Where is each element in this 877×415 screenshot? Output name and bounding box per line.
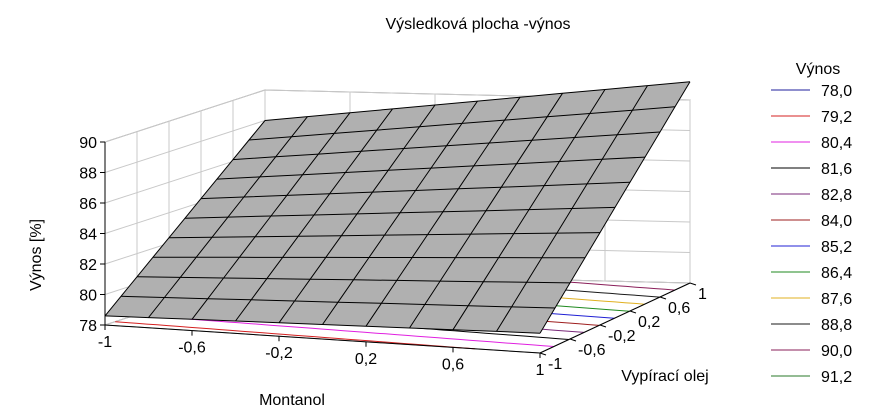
y-tick-label: 0,6 bbox=[668, 300, 690, 317]
y-tick-label: -0,2 bbox=[608, 328, 636, 345]
box-edge bbox=[539, 282, 691, 354]
x-axis-label: Montanol bbox=[259, 392, 325, 409]
y-tick-mark bbox=[599, 324, 607, 328]
legend-label: 91,2 bbox=[821, 369, 852, 386]
z-tick-label: 80 bbox=[79, 288, 97, 305]
mesh-line bbox=[264, 81, 691, 121]
y-tick-mark bbox=[659, 296, 667, 300]
mesh-line bbox=[539, 81, 691, 334]
legend-label: 81,6 bbox=[821, 161, 852, 178]
y-tick-label: 0,2 bbox=[638, 314, 660, 331]
y-tick-mark bbox=[539, 352, 547, 356]
y-tick-label: 1 bbox=[698, 286, 707, 303]
box-edge bbox=[104, 324, 541, 354]
legend-label: 88,8 bbox=[821, 317, 852, 334]
x-tick-label: 0,2 bbox=[355, 351, 377, 368]
legend-label: 85,2 bbox=[821, 239, 852, 256]
legend-label: 82,8 bbox=[821, 187, 852, 204]
legend-title: Výnos bbox=[796, 61, 840, 78]
mesh-line bbox=[184, 206, 616, 219]
mesh-line bbox=[248, 106, 676, 141]
legend-label: 84,0 bbox=[821, 213, 852, 230]
z-tick-label: 82 bbox=[79, 257, 97, 274]
x-tick-label: 1 bbox=[536, 362, 545, 379]
response-surface bbox=[104, 81, 691, 334]
x-tick-label: -1 bbox=[98, 334, 112, 351]
x-tick-label: -0,6 bbox=[178, 340, 206, 357]
x-tick-label: 0,6 bbox=[442, 356, 464, 373]
legend-label: 90,0 bbox=[821, 343, 852, 360]
surface-fill bbox=[105, 81, 690, 334]
mesh-line bbox=[409, 93, 563, 329]
chart-title: Výsledková plocha -výnos bbox=[386, 16, 571, 33]
x-axis-ticks: -1 -0,6 -0,2 0,2 0,6 1 bbox=[98, 325, 545, 379]
y-tick-label: -1 bbox=[548, 356, 562, 373]
mesh-line bbox=[200, 181, 631, 200]
legend: Výnos 78,0 79,2 80,4 81,6 82,8 84,0 85,2 86,4 87… bbox=[771, 61, 852, 386]
mesh-line bbox=[216, 156, 646, 180]
y-tick-label: -0,6 bbox=[578, 342, 606, 359]
legend-label: 80,4 bbox=[821, 135, 852, 152]
x-tick-label: -0,2 bbox=[265, 345, 293, 362]
mesh-line bbox=[496, 85, 648, 332]
legend-label: 87,6 bbox=[821, 291, 852, 308]
y-axis-label: Vypírací olej bbox=[621, 368, 708, 385]
mesh-line bbox=[365, 96, 521, 327]
mesh-line bbox=[232, 131, 661, 161]
z-tick-label: 90 bbox=[79, 135, 97, 152]
legend-label: 86,4 bbox=[821, 265, 852, 282]
contour-line bbox=[115, 321, 475, 350]
z-tick-label: 84 bbox=[79, 227, 97, 244]
y-tick-mark bbox=[569, 338, 577, 342]
mesh-line bbox=[452, 89, 606, 330]
z-axis-label: Výnos [%] bbox=[28, 219, 45, 291]
z-tick-label: 88 bbox=[79, 166, 97, 183]
z-axis-ticks: 78 80 82 84 86 88 90 bbox=[79, 135, 105, 335]
y-axis-ticks: -1 -0,6-0,20,2 0,6 1 bbox=[539, 282, 707, 373]
z-tick-label: 86 bbox=[79, 196, 97, 213]
legend-label: 78,0 bbox=[821, 83, 852, 100]
legend-label: 79,2 bbox=[821, 109, 852, 126]
y-tick-mark bbox=[629, 310, 637, 314]
z-tick-label: 78 bbox=[79, 318, 97, 335]
y-tick-mark bbox=[689, 282, 697, 286]
